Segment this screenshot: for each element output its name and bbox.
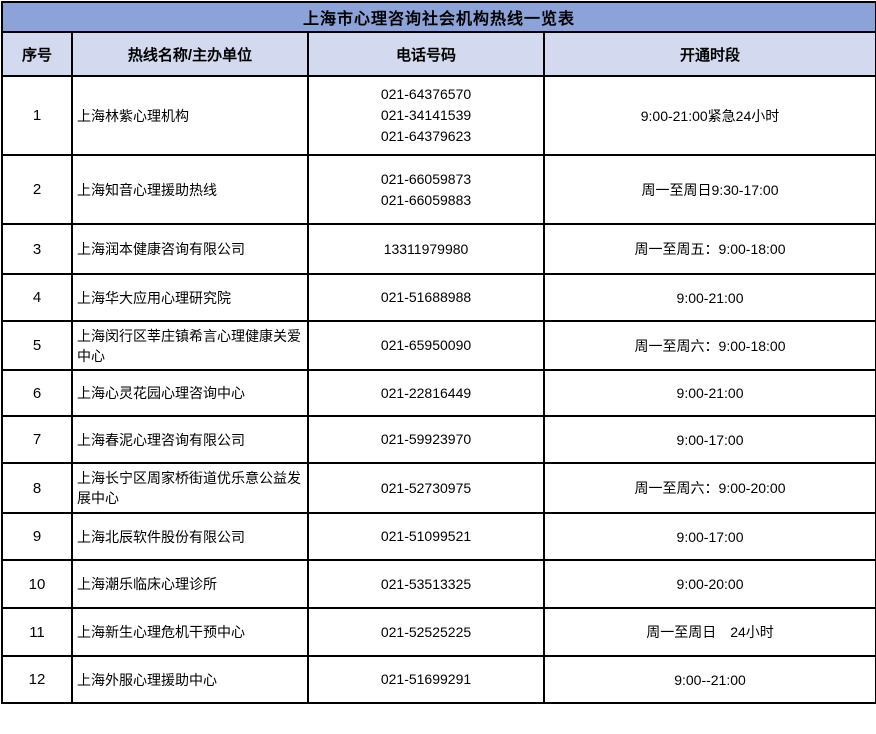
table-row: 6 上海心灵花园心理咨询中心 021-22816449 9:00-21:00 [1,369,876,417]
column-header-no: 序号 [1,31,73,77]
phone-cell: 021-65950090 [307,320,545,371]
phone-number: 021-66059883 [380,191,472,208]
hours-cell: 9:00-21:00紧急24小时 [542,75,876,156]
table-row: 4 上海华大应用心理研究院 021-51688988 9:00-21:00 [1,273,876,322]
hours-cell: 周一至周日 24小时 [542,607,876,657]
hours-cell: 周一至周六：9:00-18:00 [542,320,876,371]
hours-cell: 周一至周五：9:00-18:00 [542,223,876,275]
name-cell: 上海知音心理援助热线 [71,154,309,225]
phone-cell: 021-51099521 [307,512,545,561]
phone-number: 021-65950090 [380,337,472,353]
column-header-name: 热线名称/主办单位 [71,31,309,77]
phone-number: 021-64376570 [380,86,472,102]
serial-cell: 3 [1,223,73,275]
phone-number: 021-34141539 [380,107,472,123]
phone-number: 13311979980 [383,240,469,257]
hours-cell: 周一至周六：9:00-20:00 [542,462,876,514]
name-cell: 上海林紫心理机构 [71,75,309,156]
table-row: 9 上海北辰软件股份有限公司 021-51099521 9:00-17:00 [1,512,876,561]
name-cell: 上海北辰软件股份有限公司 [71,512,309,561]
column-header-phone: 电话号码 [307,31,545,77]
hours-cell: 9:00--21:00 [542,655,876,704]
table-row: 3 上海润本健康咨询有限公司 13311979980 周一至周五：9:00-18… [1,223,876,275]
hotline-table: 上海市心理咨询社会机构热线一览表 序号 热线名称/主办单位 电话号码 开通时段 … [0,1,876,704]
phone-cell: 021-66059873 021-66059883 [307,154,545,225]
name-cell: 上海新生心理危机干预中心 [71,607,309,657]
serial-cell: 7 [1,415,73,464]
serial-cell: 11 [1,607,73,657]
table-row: 12 上海外服心理援助中心 021-51699291 9:00--21:00 [1,655,876,704]
phone-cell: 021-51699291 [307,655,545,704]
serial-cell: 2 [1,154,73,225]
serial-cell: 6 [1,369,73,417]
phone-number: 021-52525225 [380,623,472,640]
name-cell: 上海华大应用心理研究院 [71,273,309,322]
name-cell: 上海外服心理援助中心 [71,655,309,704]
hours-cell: 9:00-21:00 [542,369,876,417]
phone-cell: 021-52525225 [307,607,545,657]
phone-cell: 021-59923970 [307,415,545,464]
table-row: 5 上海闵行区莘庄镇希言心理健康关爱中心 021-65950090 周一至周六：… [1,320,876,371]
hours-cell: 9:00-17:00 [542,512,876,561]
hours-cell: 9:00-20:00 [542,559,876,609]
name-cell: 上海心灵花园心理咨询中心 [71,369,309,417]
phone-number: 021-22816449 [380,384,472,401]
hours-cell: 9:00-21:00 [542,273,876,322]
name-cell: 上海润本健康咨询有限公司 [71,223,309,275]
hours-cell: 9:00-17:00 [542,415,876,464]
phone-cell: 021-53513325 [307,559,545,609]
phone-number: 021-59923970 [380,431,472,447]
serial-cell: 10 [1,559,73,609]
hours-cell: 周一至周日9:30-17:00 [542,154,876,225]
serial-cell: 5 [1,320,73,371]
table-row: 7 上海春泥心理咨询有限公司 021-59923970 9:00-17:00 [1,415,876,464]
phone-number: 021-64379623 [380,128,472,144]
serial-cell: 1 [1,75,73,156]
phone-number: 021-51688988 [380,289,472,305]
serial-cell: 9 [1,512,73,561]
table-row: 2 上海知音心理援助热线 021-66059873 021-66059883 周… [1,154,876,225]
phone-cell: 021-64376570 021-34141539 021-64379623 [307,75,545,156]
name-cell: 上海长宁区周家桥街道优乐意公益发展中心 [71,462,309,514]
serial-cell: 4 [1,273,73,322]
phone-cell: 021-52730975 [307,462,545,514]
phone-cell: 13311979980 [307,223,545,275]
column-header-hours: 开通时段 [542,31,876,77]
serial-cell: 8 [1,462,73,514]
table-row: 10 上海潮乐临床心理诊所 021-53513325 9:00-20:00 [1,559,876,609]
table-row: 8 上海长宁区周家桥街道优乐意公益发展中心 021-52730975 周一至周六… [1,462,876,514]
phone-number: 021-51699291 [380,671,472,687]
title-row: 上海市心理咨询社会机构热线一览表 [0,1,876,33]
table-row: 11 上海新生心理危机干预中心 021-52525225 周一至周日 24小时 [1,607,876,657]
phone-number: 021-51099521 [380,528,472,544]
page-title: 上海市心理咨询社会机构热线一览表 [0,1,876,33]
phone-number: 021-53513325 [380,575,472,592]
header-row: 序号 热线名称/主办单位 电话号码 开通时段 [1,31,876,77]
phone-number: 021-66059873 [380,170,472,187]
name-cell: 上海闵行区莘庄镇希言心理健康关爱中心 [71,320,309,371]
phone-cell: 021-22816449 [307,369,545,417]
serial-cell: 12 [1,655,73,704]
table-row: 1 上海林紫心理机构 021-64376570 021-34141539 021… [1,75,876,156]
phone-cell: 021-51688988 [307,273,545,322]
phone-number: 021-52730975 [380,479,472,496]
name-cell: 上海春泥心理咨询有限公司 [71,415,309,464]
name-cell: 上海潮乐临床心理诊所 [71,559,309,609]
